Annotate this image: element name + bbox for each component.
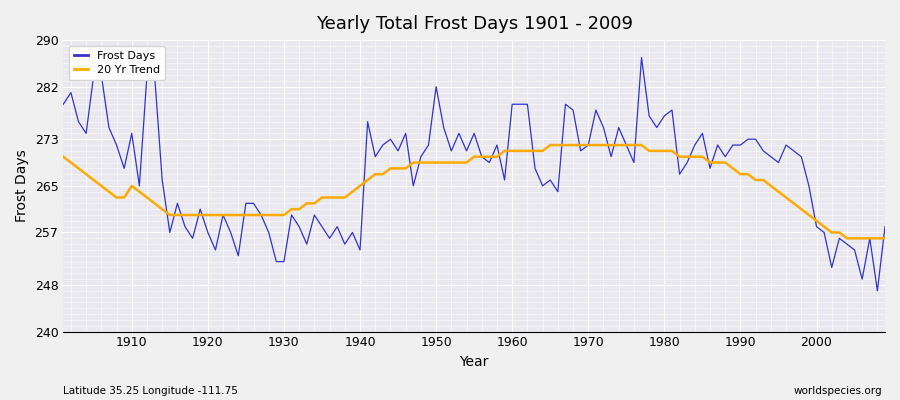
Frost Days	[58, 102, 68, 107]
20 Yr Trend	[58, 154, 68, 159]
Frost Days	[286, 212, 297, 217]
Text: worldspecies.org: worldspecies.org	[794, 386, 882, 396]
Frost Days	[598, 125, 609, 130]
20 Yr Trend	[507, 148, 517, 153]
20 Yr Trend	[606, 143, 616, 148]
Y-axis label: Frost Days: Frost Days	[15, 150, 29, 222]
20 Yr Trend	[544, 143, 555, 148]
Frost Days	[507, 102, 517, 107]
20 Yr Trend	[286, 207, 297, 212]
Frost Days	[872, 288, 883, 293]
Legend: Frost Days, 20 Yr Trend: Frost Days, 20 Yr Trend	[68, 46, 166, 80]
Frost Days	[879, 224, 890, 229]
Frost Days	[119, 166, 130, 171]
20 Yr Trend	[119, 195, 130, 200]
Frost Days	[500, 178, 510, 182]
Title: Yearly Total Frost Days 1901 - 2009: Yearly Total Frost Days 1901 - 2009	[316, 15, 633, 33]
Frost Days	[636, 55, 647, 60]
20 Yr Trend	[842, 236, 852, 241]
20 Yr Trend	[879, 236, 890, 241]
Text: Latitude 35.25 Longitude -111.75: Latitude 35.25 Longitude -111.75	[63, 386, 238, 396]
X-axis label: Year: Year	[460, 355, 489, 369]
Line: 20 Yr Trend: 20 Yr Trend	[63, 145, 885, 238]
Line: Frost Days: Frost Days	[63, 58, 885, 291]
20 Yr Trend	[332, 195, 343, 200]
20 Yr Trend	[500, 148, 510, 153]
Frost Days	[332, 224, 343, 229]
